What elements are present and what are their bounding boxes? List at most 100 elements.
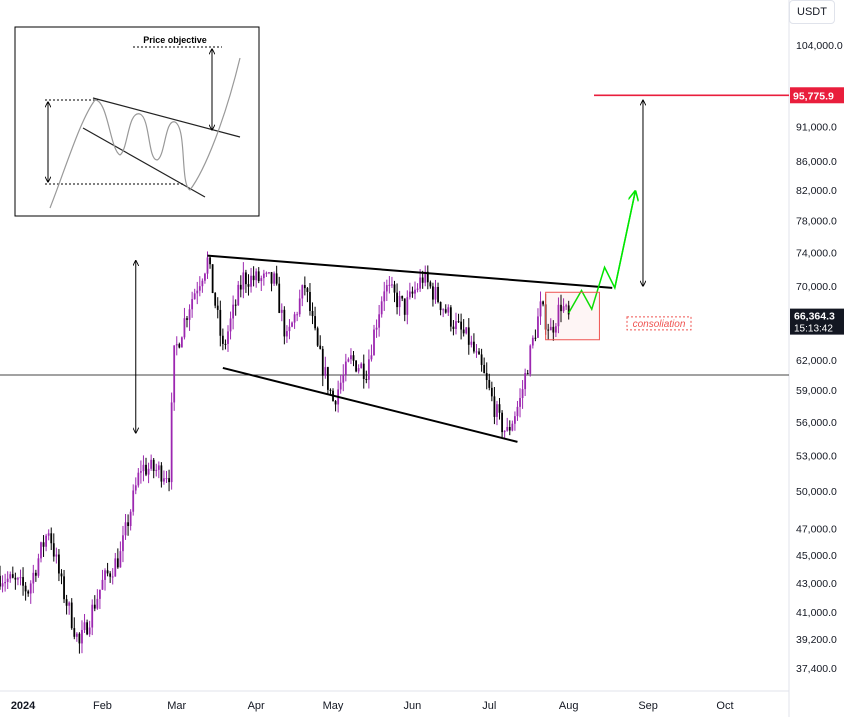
candle-body: [488, 379, 491, 388]
candle-body: [442, 309, 445, 311]
candle-body: [17, 578, 19, 580]
candle-body: [449, 307, 452, 327]
candle-body: [180, 337, 183, 348]
candle-body: [4, 581, 7, 584]
candle-body: [155, 469, 158, 471]
candle-body: [414, 289, 416, 294]
candle-body: [557, 304, 560, 327]
upper-trendline: [207, 254, 613, 289]
candle-body: [426, 271, 429, 283]
candle-body: [416, 288, 419, 290]
candle-body: [273, 273, 275, 284]
candle-body: [219, 309, 222, 336]
candle-body: [526, 373, 529, 375]
candle-body: [211, 264, 214, 294]
candle-body: [393, 284, 396, 293]
candle-body: [34, 572, 37, 576]
candle-body: [396, 292, 398, 308]
candle-body: [245, 272, 247, 285]
candle-body: [539, 301, 542, 317]
candle-body: [534, 337, 537, 339]
currency-badge[interactable]: USDT: [789, 0, 835, 24]
candle-body: [401, 295, 404, 299]
candle-body: [134, 485, 137, 491]
candle-body: [139, 471, 142, 473]
price-tick-label: 74,000.0: [796, 247, 837, 259]
candle-body: [201, 280, 204, 287]
candle-body: [408, 291, 411, 298]
current-price-badge: [790, 308, 844, 335]
price-tick-label: 50,000.0: [796, 486, 837, 498]
candle-body: [186, 318, 188, 320]
candle-body: [467, 327, 470, 345]
candle-body: [314, 316, 316, 329]
candle-body: [475, 351, 478, 353]
candle-body: [224, 343, 227, 345]
consolidation-box: [545, 291, 600, 341]
candle-body: [116, 558, 119, 568]
candle-body: [319, 345, 322, 349]
candle-body: [309, 291, 311, 311]
candle-body: [565, 305, 568, 307]
candle-body: [554, 326, 557, 333]
candle-body: [447, 307, 450, 313]
candle-body: [275, 273, 278, 284]
time-tick-label: May: [323, 700, 344, 712]
candle-body: [303, 285, 306, 289]
candle-body: [439, 302, 442, 311]
time-tick-label: 2024: [11, 700, 36, 712]
projection-arrow: [614, 191, 635, 289]
candle-body: [388, 284, 391, 286]
time-tick-label: Mar: [167, 700, 186, 712]
candle-body: [398, 295, 401, 308]
candle-body: [514, 416, 516, 424]
candle-body: [365, 378, 368, 380]
candle-body: [96, 598, 99, 609]
candle-body: [119, 551, 122, 568]
candle-body: [298, 298, 301, 315]
candle-body: [339, 382, 342, 390]
candle-body: [562, 306, 565, 312]
candle-body: [355, 360, 357, 372]
candle-body: [40, 542, 42, 559]
candle-body: [191, 299, 194, 310]
time-tick-label: Aug: [559, 700, 579, 712]
candle-body: [326, 367, 329, 390]
inset-frame: [14, 26, 260, 217]
price-tick-label: 43,000.0: [796, 578, 837, 590]
candle-body: [101, 579, 104, 590]
candle-body: [209, 257, 211, 265]
candle-body: [567, 305, 570, 315]
price-tick-label: 53,000.0: [796, 451, 837, 463]
candle-body: [250, 275, 252, 287]
time-tick-label: Jul: [482, 700, 496, 712]
candle-body: [221, 335, 224, 344]
candle-body: [478, 351, 480, 355]
candle-body: [367, 359, 370, 380]
candle-body: [257, 271, 260, 282]
candle-body: [473, 341, 475, 352]
price-tick-label: 47,000.0: [796, 524, 837, 536]
candle-body: [516, 406, 519, 417]
candle-body: [483, 364, 486, 374]
candle-body: [311, 310, 314, 317]
candle-body: [524, 373, 527, 390]
candle-body: [170, 402, 173, 483]
candle-body: [173, 345, 176, 403]
candle-body: [288, 326, 291, 332]
candle-body: [234, 304, 237, 306]
candle-body: [196, 290, 199, 294]
candle-body: [498, 404, 501, 413]
candle-body: [342, 374, 345, 383]
candle-body: [460, 321, 463, 330]
candle-body: [552, 326, 555, 333]
candle-body: [198, 286, 201, 291]
candle-body: [175, 344, 178, 346]
candle-body: [452, 326, 455, 329]
candle-body: [301, 285, 304, 299]
candle-body: [380, 301, 383, 315]
price-tick-label: 91,000.0: [796, 121, 837, 133]
candle-body: [485, 373, 488, 380]
candle-body: [549, 326, 552, 331]
